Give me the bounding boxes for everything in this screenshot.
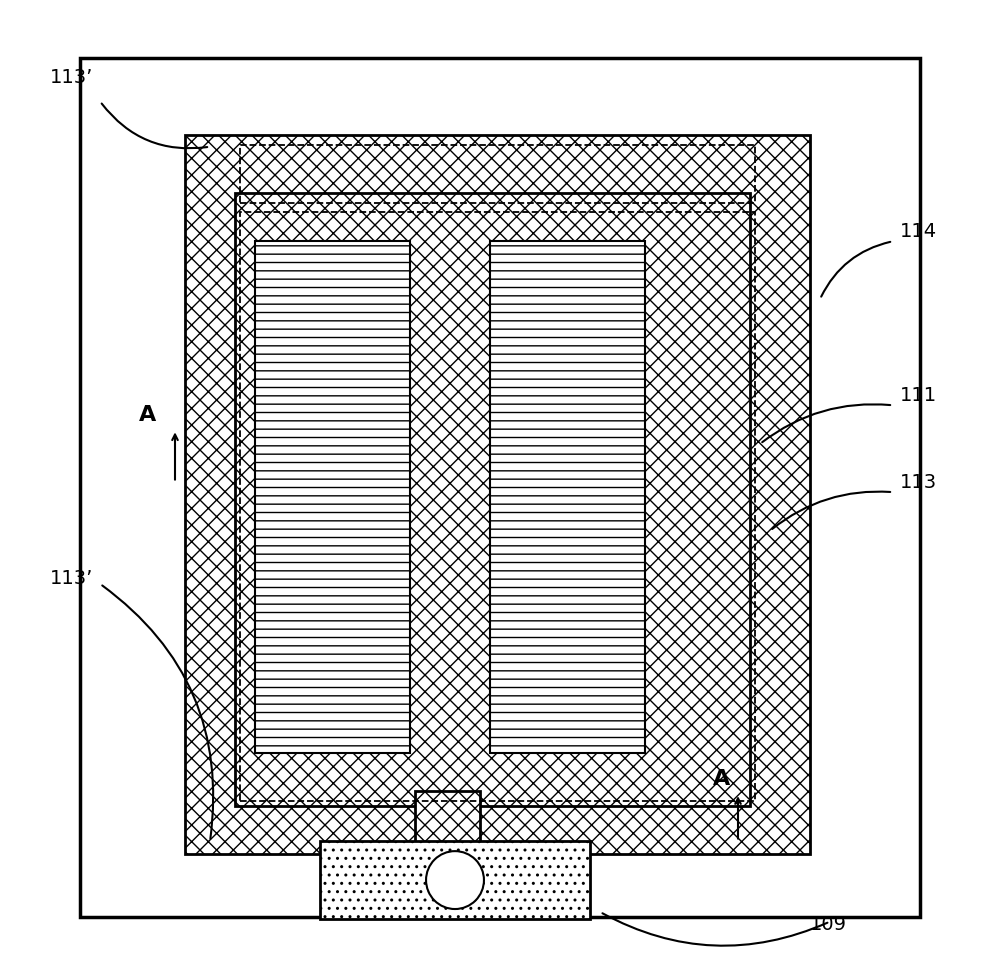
Text: 111: 111: [900, 386, 937, 405]
FancyArrowPatch shape: [602, 913, 827, 946]
Text: 113: 113: [900, 473, 937, 492]
Bar: [80, 58, 920, 917]
Bar: [240, 212, 755, 801]
Bar: [415, 791, 480, 854]
Bar: [240, 145, 755, 203]
FancyArrowPatch shape: [772, 491, 890, 529]
Bar: [490, 241, 645, 753]
FancyArrowPatch shape: [762, 404, 890, 442]
Bar: [320, 841, 590, 919]
Text: 113’: 113’: [50, 569, 93, 589]
FancyArrowPatch shape: [102, 586, 213, 839]
Text: A: A: [139, 405, 157, 425]
Bar: [235, 193, 750, 806]
FancyArrowPatch shape: [102, 103, 207, 149]
FancyArrowPatch shape: [821, 242, 890, 296]
Bar: [255, 241, 410, 753]
Bar: [185, 135, 810, 854]
Text: 113’: 113’: [50, 68, 93, 87]
Text: A: A: [713, 769, 731, 788]
Circle shape: [426, 851, 484, 909]
Text: 109: 109: [810, 915, 847, 934]
Text: 114: 114: [900, 222, 937, 241]
